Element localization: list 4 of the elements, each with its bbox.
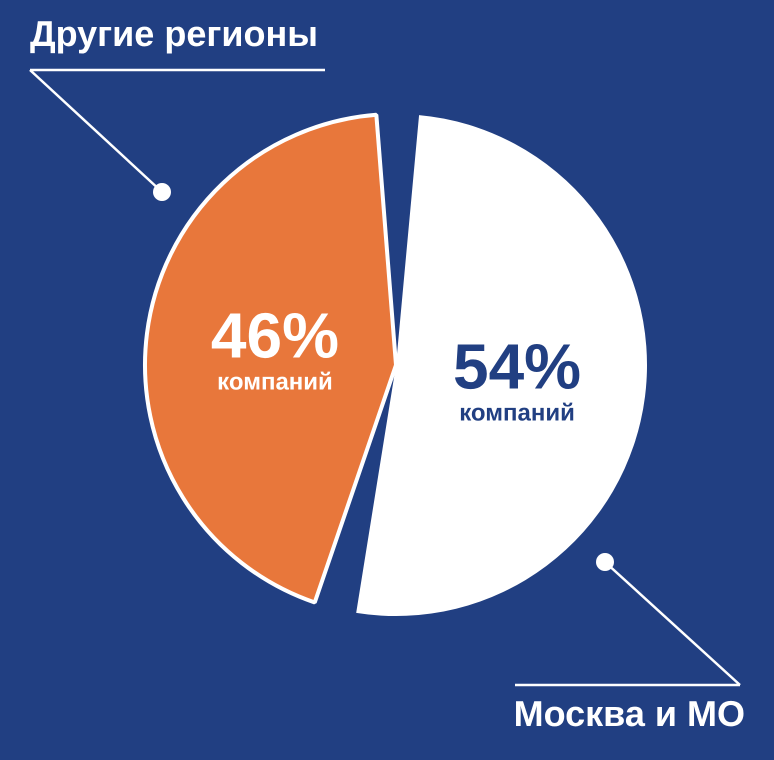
data-label: 54% компаний: [452, 330, 582, 426]
data-label: 46% компаний: [210, 300, 340, 396]
slice-label: Москва и МО: [514, 692, 745, 734]
slice-label: Другие регионы: [30, 12, 318, 54]
